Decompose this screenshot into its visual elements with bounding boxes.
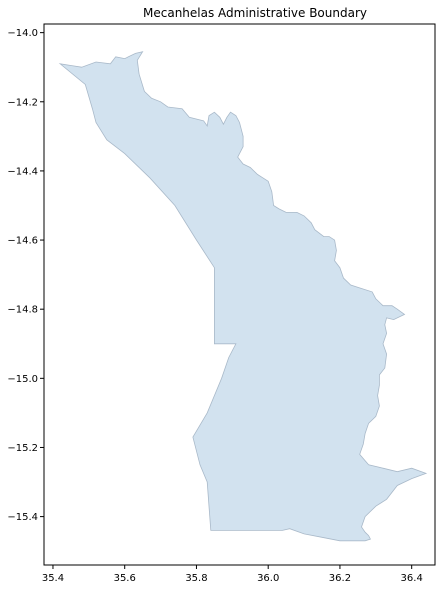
x-tick-label: 35.4 — [42, 573, 64, 584]
x-tick-label: 36.2 — [329, 573, 351, 584]
map-title: Mecanhelas Administrative Boundary — [143, 6, 367, 20]
y-axis: −14.0 −14.2 −14.4 −14.6 −14.8 −15.0 −15.2 −15.4 — [7, 28, 44, 523]
y-tick-label: −14.0 — [7, 28, 38, 39]
y-tick-label: −14.8 — [7, 305, 38, 316]
y-tick-label: −15.4 — [7, 512, 38, 523]
plot-area — [43, 23, 436, 566]
x-tick-label: 35.8 — [185, 573, 207, 584]
x-tick-label: 35.6 — [114, 573, 136, 584]
y-tick-label: −14.4 — [7, 166, 38, 177]
y-tick-label: −14.2 — [7, 97, 38, 108]
x-tick-label: 36.0 — [257, 573, 279, 584]
y-tick-label: −15.0 — [7, 374, 38, 385]
axes-frame — [43, 23, 436, 566]
x-axis: 35.4 35.6 35.8 36.0 36.2 36.4 — [42, 565, 423, 584]
mecanhelas-boundary — [58, 51, 428, 542]
y-tick-label: −14.6 — [7, 236, 38, 247]
x-tick-label: 36.4 — [401, 573, 423, 584]
y-tick-label: −15.2 — [7, 443, 38, 454]
